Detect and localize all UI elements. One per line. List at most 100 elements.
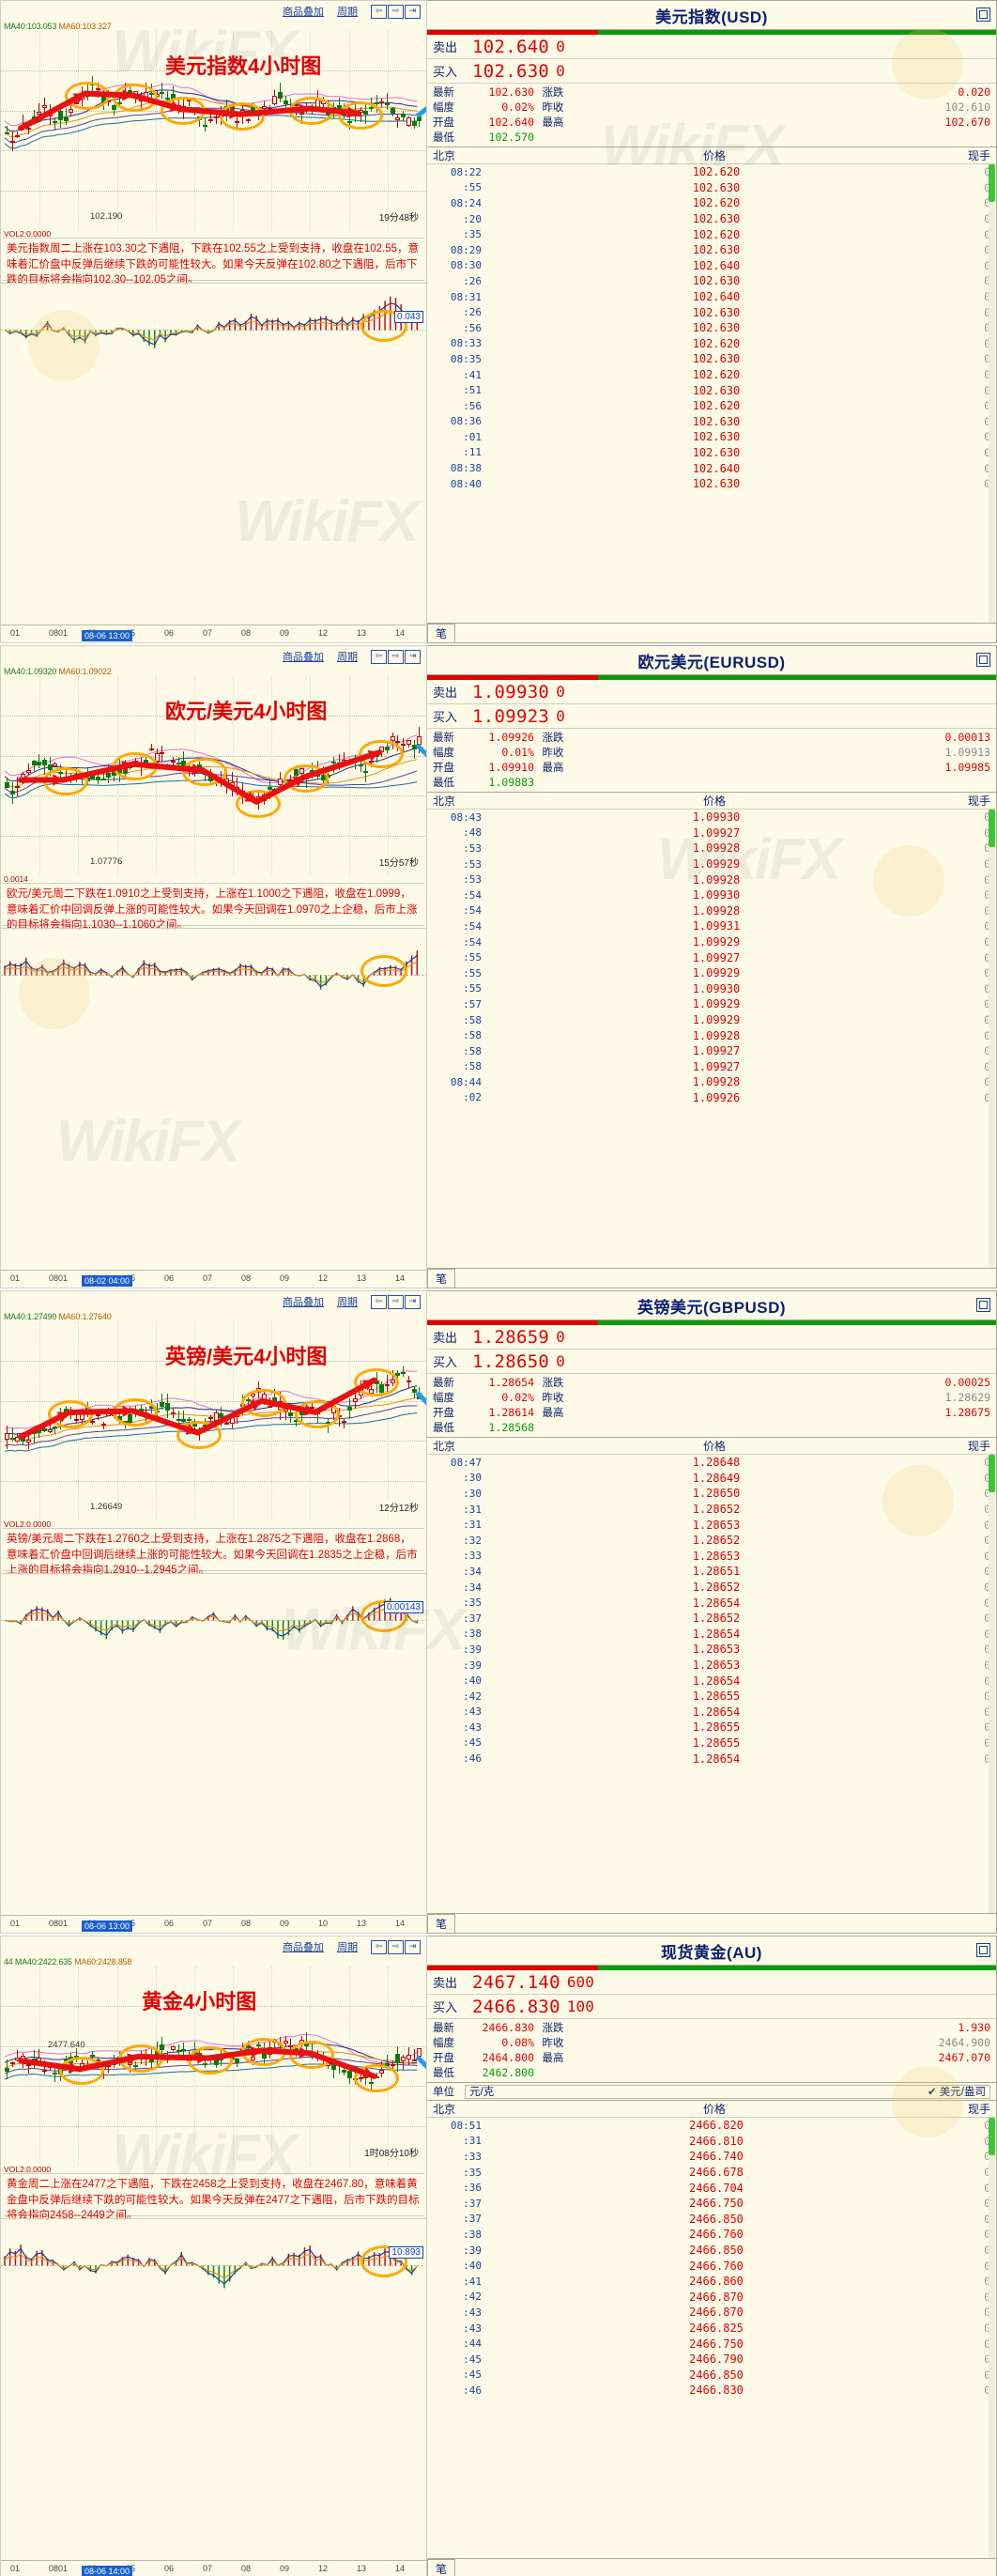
tick-row: :38 1.28654 0 (427, 1627, 996, 1643)
period-link[interactable]: 周期 (337, 652, 358, 663)
buy-price: 1.09923 (472, 705, 550, 727)
axis-tick: 13 (357, 2564, 367, 2573)
tick-volume: 0 (984, 2119, 990, 2133)
tick-volume: 0 (984, 1674, 990, 1688)
indicator-subchart[interactable] (1, 928, 426, 1013)
sell-row[interactable]: 卖出 102.640 0 (427, 35, 996, 59)
buy-row[interactable]: 买入 2466.830 100 (427, 1995, 996, 2019)
sell-price: 1.28659 (472, 1326, 550, 1348)
price-chart-area[interactable] (1, 31, 426, 230)
overlay-link[interactable]: 商品叠加 (283, 1297, 324, 1308)
tick-scrollbar[interactable] (989, 810, 995, 1268)
tick-table-header: 北京 价格 现手 (427, 147, 996, 164)
tick-time: 08:22 (450, 165, 482, 178)
nav-prev-icon[interactable]: ⇦ (371, 4, 387, 19)
buy-row[interactable]: 买入 102.630 0 (427, 59, 996, 84)
candlestick (90, 1418, 96, 1426)
overlay-link[interactable]: 商品叠加 (283, 1942, 324, 1953)
nav-prev-icon[interactable]: ⇦ (371, 1939, 387, 1954)
buy-row[interactable]: 买入 1.28650 0 (427, 1350, 996, 1374)
candlestick (9, 781, 15, 805)
gridline (1, 1400, 426, 1402)
nav-end-icon[interactable]: ⇥ (405, 649, 421, 664)
price-chart-area[interactable] (1, 1321, 426, 1520)
period-link[interactable]: 周期 (337, 1942, 358, 1953)
tick-row: :38 2466.760 0 (427, 2227, 996, 2243)
time-column-header: 北京 (433, 794, 456, 808)
buy-label: 买入 (433, 65, 458, 79)
tick-list[interactable]: 08:51 2466.820 0:31 2466.810 0:33 2466.740 0:3… (427, 2118, 996, 2558)
sell-row[interactable]: 卖出 2467.140 600 (427, 1970, 996, 1995)
chart-column: 商品叠加 周期 ⇦ ⇨ ⇥ MA40:1.09320 MA60:1.09022 … (0, 645, 427, 1288)
quote-footer: 笔 (427, 623, 996, 642)
tick-volume: 0 (984, 2275, 990, 2289)
tick-list[interactable]: 08:47 1.28648 0:30 1.28649 0:30 1.28650 0:31 1.… (427, 1455, 996, 1913)
bid-ask-bar (427, 1966, 996, 1970)
price-chart-area[interactable] (1, 1967, 426, 2166)
maximize-icon[interactable] (976, 653, 990, 667)
annotation-arrows (18, 1377, 426, 1440)
candlestick (181, 2042, 187, 2056)
nav-end-icon[interactable]: ⇥ (405, 4, 421, 19)
maximize-icon[interactable] (976, 1298, 990, 1312)
nav-end-icon[interactable]: ⇥ (405, 1939, 421, 1954)
tick-time: :36 (463, 2182, 482, 2195)
maximize-icon[interactable] (976, 1943, 990, 1957)
tick-scrollbar[interactable] (989, 164, 995, 623)
tab-ticks[interactable]: 笔 (427, 624, 456, 642)
tick-row: :57 1.09929 0 (427, 996, 996, 1012)
unit-row[interactable]: 单位 元/克 ✔ 美元/盎司 (427, 2083, 996, 2101)
nav-next-icon[interactable]: ⇨ (388, 1939, 404, 1954)
tick-volume: 0 (984, 321, 990, 335)
bid-ask-bar (427, 30, 996, 35)
price-chart-area[interactable] (1, 676, 426, 875)
period-link[interactable]: 周期 (337, 7, 358, 18)
tick-volume: 0 (984, 2212, 990, 2226)
tab-ticks[interactable]: 笔 (427, 1914, 456, 1933)
tick-time: :37 (463, 2213, 482, 2226)
tick-scrollbar[interactable] (989, 1455, 995, 1913)
time-axis: 010801020506070809121314 (1, 1270, 426, 1288)
highlight-ellipse (353, 1367, 399, 1396)
nav-buttons: ⇦ ⇨ ⇥ (371, 4, 421, 19)
ma60-label: MA60:2428.858 (74, 1957, 132, 1967)
maximize-icon[interactable] (976, 8, 990, 22)
tick-time: 08:51 (450, 2119, 482, 2132)
tick-time: :38 (463, 1627, 482, 1641)
tick-scrollbar[interactable] (989, 2118, 995, 2558)
tick-volume: 0 (984, 1013, 990, 1027)
unit-select[interactable]: 元/克 ✔ 美元/盎司 (465, 2084, 990, 2099)
sell-row[interactable]: 卖出 1.28659 0 (427, 1325, 996, 1350)
overlay-link[interactable]: 商品叠加 (283, 7, 324, 18)
gridline-v (348, 1321, 350, 1520)
prevclose-value: 1.28629 (944, 1391, 990, 1404)
unit-alt-option[interactable]: ✔ 美元/盎司 (927, 2087, 986, 2098)
nav-next-icon[interactable]: ⇨ (388, 4, 404, 19)
buy-row[interactable]: 买入 1.09923 0 (427, 704, 996, 729)
tab-ticks[interactable]: 笔 (427, 1269, 456, 1288)
period-link[interactable]: 周期 (337, 1297, 358, 1308)
tick-list[interactable]: 08:43 1.09930 0:48 1.09927 0:53 1.09928 0:53 1.… (427, 810, 996, 1268)
nav-next-icon[interactable]: ⇨ (388, 649, 404, 664)
amplitude-value: 0.02% (501, 100, 534, 114)
nav-next-icon[interactable]: ⇨ (388, 1294, 404, 1309)
tick-list[interactable]: 08:22 102.620 0:55 102.630 0 08:24 102.620 0:20… (427, 164, 996, 623)
overlay-link[interactable]: 商品叠加 (283, 652, 324, 663)
indicator-subchart[interactable] (1, 283, 426, 368)
countdown-timer: 15分57秒 (376, 855, 421, 869)
tab-ticks[interactable]: 笔 (427, 2559, 456, 2576)
tick-price: 2466.740 (689, 2150, 744, 2164)
nav-end-icon[interactable]: ⇥ (405, 1294, 421, 1309)
indicator-subchart[interactable] (1, 1573, 426, 1658)
candlestick (160, 2037, 165, 2054)
candlestick (395, 1370, 401, 1380)
nav-prev-icon[interactable]: ⇦ (371, 1294, 387, 1309)
highlight-ellipse (220, 101, 266, 131)
change-label: 涨跌 (542, 87, 564, 99)
nav-prev-icon[interactable]: ⇦ (371, 649, 387, 664)
indicator-subchart[interactable] (1, 2218, 426, 2304)
prevclose-label: 昨收 (542, 748, 564, 759)
candlestick (272, 89, 278, 105)
sell-row[interactable]: 卖出 1.09930 0 (427, 680, 996, 704)
tick-time: :55 (463, 966, 482, 979)
